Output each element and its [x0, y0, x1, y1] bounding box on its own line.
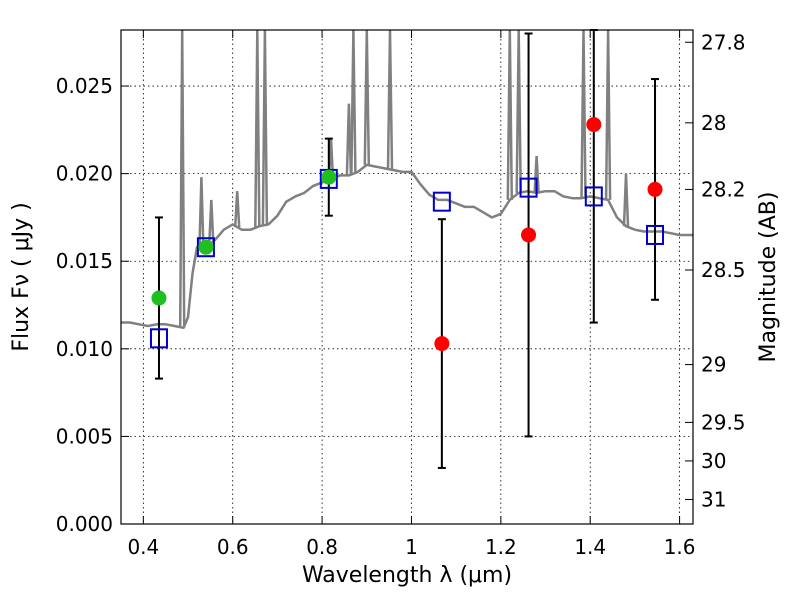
axis-ticks: 0.4 0.6 0.8 1 1.2 1.4 1.6 0.000 0.005 0.010 0.015 0…	[56, 30, 746, 559]
emission-line-spike	[533, 156, 540, 193]
model-square-marker	[149, 328, 168, 349]
emission-line-spike	[261, 29, 269, 226]
y-tick-label: 0.015	[56, 249, 113, 273]
model-square-marker	[196, 237, 215, 258]
emission-line-spike	[363, 29, 371, 165]
emission-line-spike	[350, 29, 357, 174]
emission-line-spike	[208, 199, 215, 244]
emission-line-spike	[178, 29, 186, 328]
right-tick-label: 29	[701, 353, 726, 377]
right-tick-label: 30	[701, 449, 726, 473]
model-square-marker	[584, 186, 603, 207]
right-axis-title: Magnitude (AB)	[756, 192, 781, 363]
green-data-point	[321, 169, 337, 185]
emission-line-spike	[386, 29, 394, 170]
model-square-marker	[432, 191, 451, 212]
x-axis-title: Wavelength λ (μm)	[302, 563, 512, 588]
y-tick-label: 0.025	[56, 74, 113, 98]
green-data-point	[198, 239, 214, 255]
right-tick-label: 28.5	[701, 258, 746, 282]
right-tick-label: 29.5	[701, 410, 746, 434]
y-tick-label: 0.000	[56, 512, 113, 536]
y-axis-title: Flux Fν ( μJy )	[9, 202, 34, 351]
x-tick-label: 1.6	[664, 535, 696, 559]
emission-line-spike	[254, 29, 261, 228]
emission-line-spike	[233, 191, 241, 228]
y-tick-label: 0.020	[56, 162, 113, 186]
x-tick-label: 0.8	[306, 535, 338, 559]
right-tick-label: 31	[701, 487, 726, 511]
right-tick-label: 28	[701, 111, 726, 135]
right-tick-label: 27.8	[701, 30, 746, 54]
red-data-point	[586, 117, 602, 133]
y-tick-label: 0.005	[56, 424, 113, 448]
emission-line-spike	[622, 173, 630, 227]
x-tick-label: 1.4	[574, 535, 606, 559]
emission-line-spike	[580, 29, 587, 198]
model-spectrum	[121, 29, 693, 330]
x-tick-label: 0.6	[217, 535, 249, 559]
emission-line-spike	[604, 29, 612, 200]
emission-line-spike	[345, 103, 353, 176]
red-data-point	[647, 181, 663, 197]
emission-line-spike	[515, 29, 522, 193]
x-tick-label: 1	[405, 535, 418, 559]
red-data-point	[434, 336, 450, 352]
red-data-point	[521, 227, 537, 243]
model-square-marker	[519, 177, 538, 198]
x-tick-label: 0.4	[127, 535, 159, 559]
emission-line-spike	[198, 177, 205, 250]
green-data-point	[151, 290, 167, 306]
y-tick-label: 0.010	[56, 337, 113, 361]
emission-line-spike	[506, 29, 514, 200]
x-tick-label: 1.2	[485, 535, 517, 559]
model-square-marker	[646, 224, 665, 245]
data-points	[149, 117, 665, 352]
right-tick-label: 28.2	[701, 177, 746, 201]
plot-frame	[120, 29, 694, 525]
